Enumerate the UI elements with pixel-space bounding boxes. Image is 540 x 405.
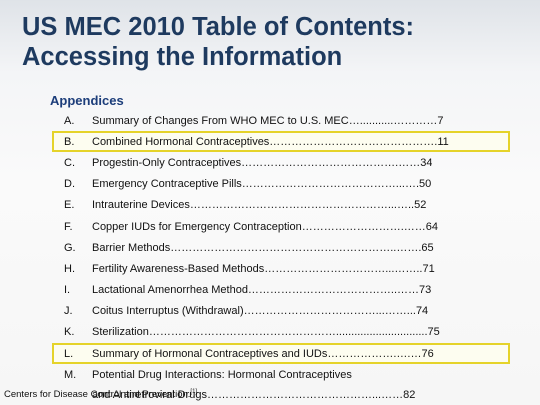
toc-entry-letter: A.: [64, 114, 75, 127]
toc-entry: A. Summary of Changes From WHO MEC to U.S…: [52, 110, 510, 131]
toc-entry-text: Intrauterine Devices………………………………………………..…: [92, 199, 427, 212]
toc-entry: K. Sterilization……………………………………………........…: [52, 322, 510, 343]
toc-entry-letter: J.: [64, 305, 73, 318]
toc-entry-text: Coitus Interruptus (Withdrawal)…………………………: [92, 305, 429, 318]
toc-entry-text: Fertility Awareness-Based Methods……………………: [92, 262, 435, 275]
toc-entry-letter: C.: [64, 156, 75, 169]
toc-entry-text: Sterilization……………………………………………..........…: [92, 326, 440, 339]
toc-entry-letter: G.: [64, 241, 76, 254]
toc-entry: F. Copper IUDs for Emergency Contraceptio…: [52, 216, 510, 237]
toc-entry: D. Emergency Contraceptive Pills…………………………: [52, 174, 510, 195]
toc-entry-text: Barrier Methods……………………………………………………..…….…: [92, 241, 434, 254]
toc-entry-letter: K.: [64, 326, 75, 339]
toc-entry-text: Summary of Hormonal Contraceptives and I…: [92, 347, 434, 360]
slide-title-line-1: US MEC 2010 Table of Contents:: [22, 13, 415, 41]
toc-entry-text: Potential Drug Interactions: Hormonal Co…: [92, 368, 352, 381]
toc-entry: G. Barrier Methods……………………………………………………..……: [52, 237, 510, 258]
toc-entry: H. Fertility Awareness-Based Methods………………: [52, 258, 510, 279]
toc-entry: M. Potential Drug Interactions: Hormonal …: [52, 364, 510, 385]
section-heading-appendices: Appendices: [50, 93, 124, 108]
toc-entry: J. Coitus Interruptus (Withdrawal)……………………: [52, 301, 510, 322]
toc-entry-highlighted: B. Combined Hormonal Contraceptives…………………: [52, 131, 510, 153]
toc-entry-letter: E.: [64, 199, 75, 212]
toc-entry-highlighted: L. Summary of Hormonal Contraceptives and…: [52, 343, 510, 365]
toc-entry: E. Intrauterine Devices…………………………………………………: [52, 195, 510, 216]
toc-entry-text: Combined Hormonal Contraceptives………………………: [92, 135, 449, 148]
slide-title-line-2: Accessing the Information: [22, 43, 343, 71]
toc-entry: C. Progestin-Only Contraceptives…………………………: [52, 152, 510, 173]
toc-entry-letter: M.: [64, 368, 77, 381]
toc-entry-letter: F.: [64, 220, 73, 233]
toc-entry-text: Emergency Contraceptive Pills………………………………: [92, 178, 432, 191]
toc-entry-letter: D.: [64, 178, 75, 191]
slide-title: US MEC 2010 Table of Contents: Accessing…: [22, 12, 414, 72]
footer-source-text: Centers for Disease Control and Preventi…: [4, 389, 191, 401]
toc-entry-letter: L.: [64, 347, 74, 360]
footer-reference-marker: [1]: [190, 389, 198, 395]
toc-entry: I. Lactational Amenorrhea Method…………………………: [52, 280, 510, 301]
toc-entry-text: Lactational Amenorrhea Method………………………………: [92, 284, 432, 297]
appendix-toc-list: A. Summary of Changes From WHO MEC to U.S…: [52, 110, 510, 404]
toc-entry-text: Summary of Changes From WHO MEC to U.S. …: [92, 114, 444, 127]
toc-entry-text: Progestin-Only Contraceptives………………………………: [92, 156, 433, 169]
footer-citation: Centers for Disease Control and Preventi…: [4, 389, 197, 400]
toc-entry-letter: H.: [64, 262, 75, 275]
toc-entry-letter: B.: [64, 135, 75, 148]
toc-entry-letter: I.: [64, 284, 71, 297]
toc-entry-continuation: and Antiretroviral Drugs……………………………………….…: [92, 388, 416, 401]
toc-entry-text: Copper IUDs for Emergency Contraception……: [92, 220, 438, 233]
